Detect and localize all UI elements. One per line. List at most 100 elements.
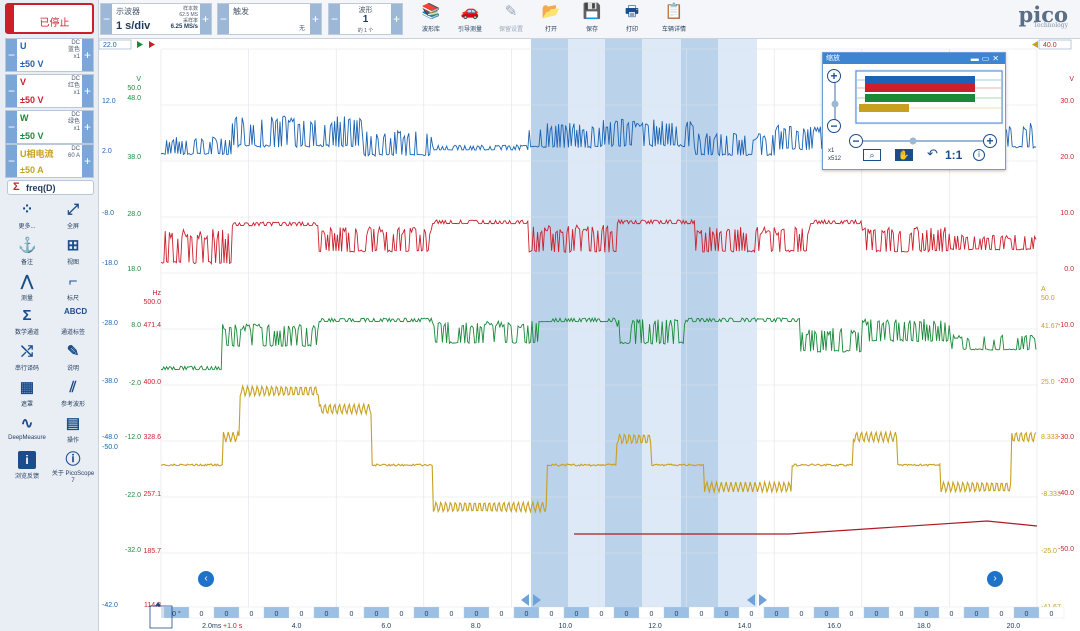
- save-button[interactable]: 💾 保存: [582, 3, 602, 33]
- deepmeasure-icon: ∿: [20, 415, 34, 432]
- scroll-right-button[interactable]: ›: [987, 571, 1003, 587]
- ruler-counter: 0: [650, 611, 654, 618]
- guided-test-button[interactable]: 🚗 引导测量: [457, 3, 482, 33]
- trigger-increase-button[interactable]: +: [310, 4, 321, 34]
- x-tick-label: 12.0: [648, 623, 662, 630]
- print-button[interactable]: 🖶 打印: [604, 3, 660, 33]
- timebase-decrease-button[interactable]: −: [101, 4, 112, 34]
- mask-icon: ▦: [19, 379, 35, 396]
- serial-decode-button[interactable]: ⤭ 串行译码: [14, 343, 39, 372]
- deepmeasure-button[interactable]: ∿ DeepMeasure: [8, 415, 46, 441]
- zoom-horizontal-out-button[interactable]: −: [849, 134, 863, 148]
- measure-button[interactable]: ⋀ 测量: [4, 273, 50, 302]
- channel-v-range-up-button[interactable]: +: [82, 75, 93, 107]
- reference-waveform-button[interactable]: ⫽ 参考波形: [60, 379, 85, 408]
- window-controls[interactable]: ▬▭✕: [970, 54, 1002, 63]
- channel-w-range-down-button[interactable]: −: [6, 111, 17, 143]
- left-axis-v-label: -2.0: [129, 380, 141, 387]
- waveform-library-button[interactable]: 📚 波形库: [421, 3, 441, 33]
- waveform-prev-button[interactable]: −: [329, 4, 340, 34]
- scope-plot[interactable]: 12.0 2.0 -8.0 -18.0 -28.0 -38.0 -48.0 -50.0 -42.…: [99, 39, 1080, 631]
- x-tick-label: 4.0: [292, 623, 302, 630]
- trigger-decrease-button[interactable]: −: [218, 4, 229, 34]
- x-tick-label: 18.0: [917, 623, 931, 630]
- library-icon: 📚: [421, 3, 441, 20]
- ruler-counter: 0: [525, 611, 529, 618]
- channel-u-range-down-button[interactable]: −: [6, 39, 17, 71]
- left-axis-hz-label: 328.6: [143, 434, 161, 441]
- pan-tool-button[interactable]: ✋: [895, 149, 913, 161]
- run-stop-button[interactable]: 已停止: [5, 3, 94, 34]
- left-axis-label: -8.0: [102, 210, 114, 217]
- zoom-trace-block: [865, 84, 975, 92]
- channel-w-range-up-button[interactable]: +: [82, 111, 93, 143]
- channel-u-card[interactable]: − U DC 蓝色 x1 ±50 V +: [5, 38, 94, 72]
- ruler-counter: 0: [850, 611, 854, 618]
- waveform-control[interactable]: − 波形 1 的 1 个 +: [328, 3, 403, 35]
- left-axis-v-label: 8.0: [131, 322, 141, 329]
- channel-v-range-down-button[interactable]: −: [6, 75, 17, 107]
- top-toolbar: − 示波器 1 s/div 样本数 62.5 MS 采样率 6.25 MS/s + −…: [99, 0, 1080, 39]
- ruler-counter: 0: [775, 611, 779, 618]
- channel-current-card[interactable]: − U相电流 DC 60 A ±50 A +: [5, 144, 94, 178]
- ruler-counter: 0: [600, 611, 604, 618]
- mask-button[interactable]: ▦ 遮罩: [19, 379, 35, 408]
- zoom-scale-y: x512: [828, 156, 842, 162]
- timebase-control[interactable]: − 示波器 1 s/div 样本数 62.5 MS 采样率 6.25 MS/s +: [100, 3, 212, 35]
- waveform-next-button[interactable]: +: [391, 4, 402, 34]
- description-button[interactable]: ✎ 说明: [50, 343, 96, 372]
- zoom-overview-window[interactable]: 缩放 ▬▭✕ + − − + x1 x512 ⌕ ✋ ↶ 1:1 i: [822, 52, 1006, 170]
- channel-v-card[interactable]: − V DC 红色 x1 ±50 V +: [5, 74, 94, 108]
- math-channel-label: freq(D): [26, 183, 56, 193]
- timebase-increase-button[interactable]: +: [200, 4, 211, 34]
- top-left-marker-box: [99, 39, 132, 50]
- right-axis-v-label: V: [1069, 76, 1074, 83]
- channel-labels-button[interactable]: ABCD 通道标签: [60, 307, 88, 336]
- time-cursor-bands[interactable]: [531, 39, 757, 607]
- channel-w-card[interactable]: − W DC 绿色 x1 ±50 V +: [5, 110, 94, 144]
- zoom-vertical-out-button[interactable]: −: [827, 119, 841, 133]
- notes-button[interactable]: ⚓ 备注: [18, 237, 37, 266]
- channel-current-range: ±50 A: [20, 165, 44, 175]
- zoom-vertical-in-button[interactable]: +: [827, 69, 841, 83]
- trigger-control[interactable]: − 触发 无 +: [217, 3, 322, 35]
- zoom-tool-button[interactable]: ⌕: [863, 149, 881, 161]
- zoom-info-icon[interactable]: i: [973, 149, 985, 161]
- zoom-horizontal-in-button[interactable]: +: [983, 134, 997, 148]
- zoom-overview-header[interactable]: 缩放 ▬▭✕: [823, 53, 1005, 64]
- open-button[interactable]: 📂 打开: [541, 3, 561, 33]
- ruler-button[interactable]: ⌐ 标尺: [50, 273, 96, 302]
- math-channel-button[interactable]: Σ freq(D): [7, 180, 94, 195]
- feedback-button[interactable]: i 浏览反馈: [14, 451, 39, 480]
- view-button[interactable]: ⊞ 视图: [50, 237, 96, 266]
- left-axis-v-label: 28.0: [127, 211, 141, 218]
- left-axis-label: -18.0: [102, 260, 118, 267]
- scroll-left-button[interactable]: ‹: [198, 571, 214, 587]
- more-button[interactable]: ⁘ 更多...: [18, 201, 36, 230]
- undo-zoom-icon[interactable]: ↶: [927, 146, 938, 161]
- scope-view[interactable]: 12.0 2.0 -8.0 -18.0 -28.0 -38.0 -48.0 -50.0 -42.…: [99, 39, 1080, 631]
- zoom-overview-plot[interactable]: [823, 64, 1007, 170]
- fullscreen-button[interactable]: ⤢ 全屏: [50, 201, 96, 230]
- edit-note-icon: ✎: [66, 343, 80, 360]
- save-icon: 💾: [582, 3, 602, 20]
- keep-settings-button[interactable]: ✎ 保留设置: [498, 3, 523, 33]
- right-axis-a-label: -25.0: [1041, 548, 1057, 555]
- left-axis-v-label: 38.0: [127, 154, 141, 161]
- about-button[interactable]: ⓘ 关于 PicoScope 7: [51, 451, 95, 484]
- stop-label: 已停止: [39, 18, 70, 29]
- channel-u-range-up-button[interactable]: +: [82, 39, 93, 71]
- x-tick-label: 6.0: [381, 623, 391, 630]
- math-channels-button[interactable]: Σ 数学通道: [14, 307, 39, 336]
- time-ruler[interactable]: 0 ° 0 0 0 0 0 0 0 0 0 0 0 0 0 0 0 0 0 0 0 0 0 0 0 0 0 0 0 0 0 0 0 0 0 0 0 2.…: [149, 602, 1065, 630]
- channel-current-range-down-button[interactable]: −: [6, 145, 17, 177]
- left-axis-hz-label: 257.1: [143, 491, 161, 498]
- zoom-ratio-button[interactable]: 1:1: [945, 148, 963, 162]
- x-unit-label: ms: [212, 623, 222, 630]
- channel-current-range-up-button[interactable]: +: [82, 145, 93, 177]
- vehicle-details-button[interactable]: 📋 车辆详情: [661, 3, 686, 33]
- cursor-handle-left-icon: [521, 594, 529, 606]
- channel-current-coupling: DC 60 A: [67, 146, 80, 159]
- actions-button[interactable]: ▤ 操作: [65, 415, 81, 444]
- zoom-trace-block: [865, 94, 975, 102]
